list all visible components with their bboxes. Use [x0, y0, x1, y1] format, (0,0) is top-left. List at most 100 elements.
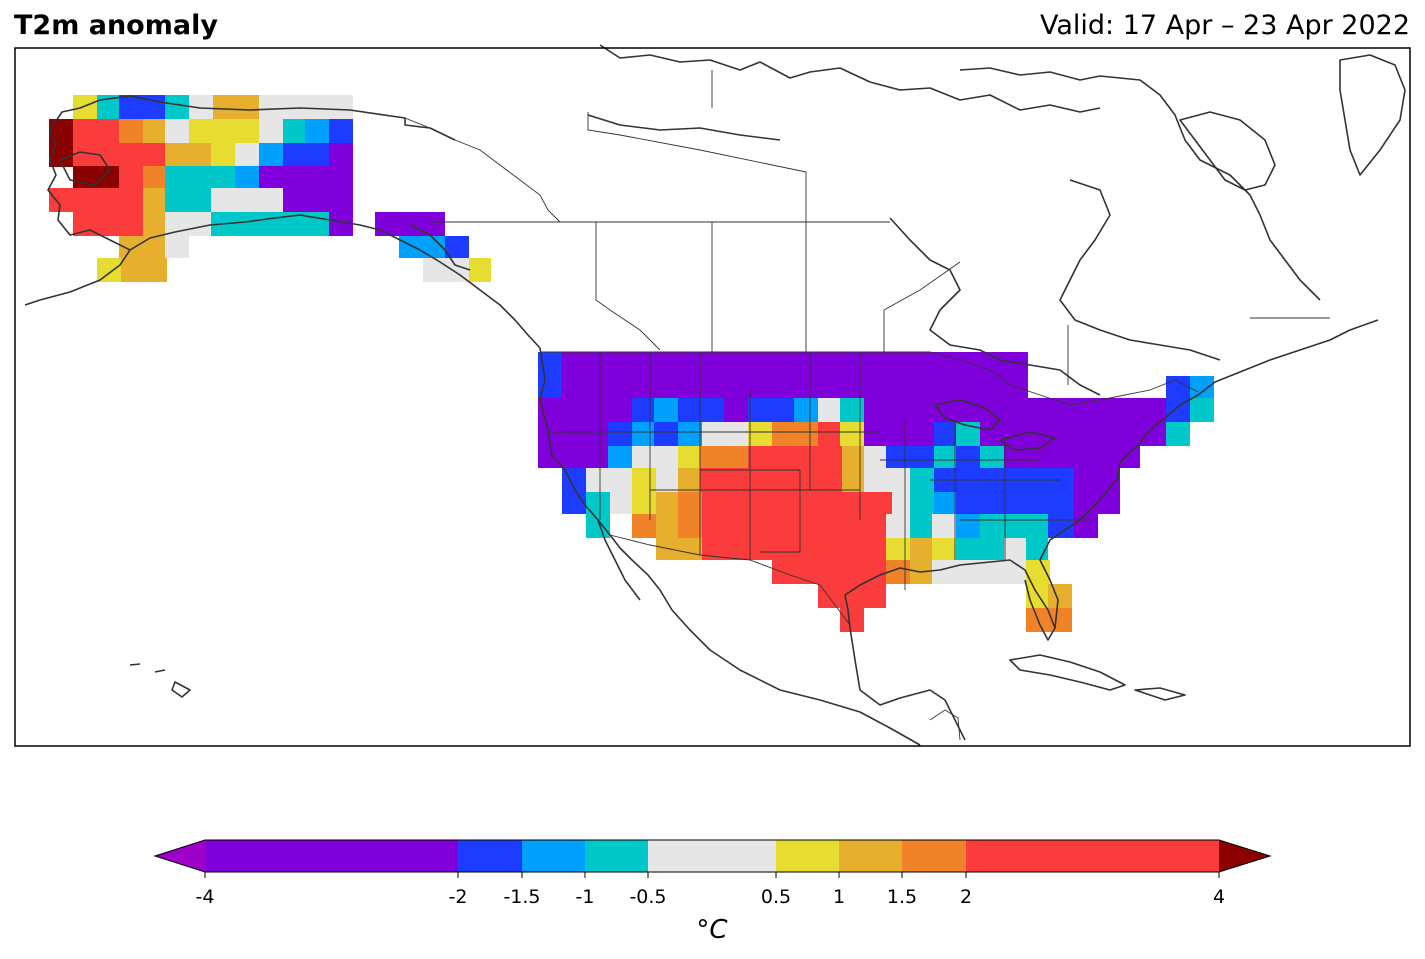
- anomaly-cell: [49, 188, 143, 212]
- colorbar-bin-3: [585, 840, 648, 872]
- anomaly-cell: [143, 212, 165, 236]
- anomaly-cell: [910, 514, 932, 538]
- anomaly-cell: [678, 492, 702, 514]
- anomaly-cell: [608, 422, 632, 446]
- colorbar-tick-label: 1.5: [887, 886, 917, 908]
- colorbar-bin-7: [902, 840, 966, 872]
- anomaly-cell: [283, 119, 305, 143]
- map-frame: [14, 47, 1411, 747]
- anomaly-grid: [49, 95, 1214, 632]
- anomaly-cell: [73, 119, 119, 143]
- anomaly-cell: [562, 376, 1028, 398]
- anomaly-cell: [892, 492, 910, 514]
- colorbar-tick-label: -0.5: [629, 886, 666, 908]
- anomaly-cell: [632, 468, 656, 492]
- colorbar-tick-label: -1.5: [503, 886, 540, 908]
- colorbar-over-triangle: [1219, 840, 1270, 872]
- anomaly-cell: [910, 538, 932, 560]
- anomaly-cell: [864, 446, 886, 468]
- anomaly-cell: [1074, 468, 1120, 492]
- anomaly-cell: [165, 95, 189, 119]
- anomaly-cell: [165, 166, 235, 188]
- colorbar-tick-label: 1: [833, 886, 845, 908]
- anomaly-cell: [818, 584, 886, 608]
- anomaly-cell: [259, 95, 353, 119]
- anomaly-cell: [283, 188, 329, 212]
- anomaly-cell: [562, 352, 1028, 376]
- anomaly-cell: [73, 143, 165, 167]
- anomaly-cell: [678, 398, 702, 422]
- colorbar-bin-8: [966, 840, 1219, 872]
- anomaly-cell: [49, 119, 73, 143]
- anomaly-cell: [538, 398, 632, 422]
- coastlines: [24, 44, 1406, 746]
- anomaly-cell: [165, 236, 189, 258]
- anomaly-cell: [818, 422, 840, 446]
- anomaly-cell: [842, 446, 864, 468]
- anomaly-cell: [702, 492, 892, 514]
- colorbar-bins: [205, 840, 1219, 872]
- anomaly-cell: [189, 119, 259, 143]
- anomaly-cell: [864, 398, 1076, 422]
- anomaly-cell: [956, 538, 1004, 560]
- colorbar-under-triangle: [155, 840, 205, 872]
- anomaly-cell: [934, 492, 956, 514]
- anomaly-cell: [1166, 422, 1190, 446]
- anomaly-cell: [1074, 514, 1098, 538]
- anomaly-cell: [1190, 376, 1214, 398]
- anomaly-cell: [119, 119, 143, 143]
- anomaly-cell: [375, 212, 445, 236]
- anomaly-cell: [732, 538, 886, 560]
- anomaly-cell: [700, 468, 842, 492]
- anomaly-cell: [143, 166, 165, 188]
- colorbar: -4 -2 -1.5 -1 -0.5 0.5 1 1.5 2 4 °C: [153, 839, 1272, 945]
- anomaly-cell: [259, 143, 283, 167]
- colorbar-tick-label: -2: [449, 886, 468, 908]
- anomaly-cell: [654, 398, 678, 422]
- valid-date-range: Valid: 17 Apr – 23 Apr 2022: [1040, 10, 1410, 41]
- anomaly-cell: [632, 492, 656, 514]
- colorbar-tick-label: 4: [1213, 886, 1225, 908]
- anomaly-cell: [678, 514, 702, 538]
- anomaly-cell: [678, 468, 700, 492]
- anomaly-cell: [678, 446, 700, 468]
- anomaly-cell: [700, 446, 748, 468]
- anomaly-cell: [748, 398, 794, 422]
- anomaly-cell: [956, 514, 980, 538]
- colorbar-bin-2: [522, 840, 585, 872]
- anomaly-cell: [73, 95, 97, 119]
- anomaly-cell: [632, 398, 654, 422]
- anomaly-cell: [980, 446, 1004, 468]
- anomaly-cell: [934, 446, 956, 468]
- anomaly-cell: [656, 538, 702, 560]
- anomaly-cell: [1026, 492, 1074, 514]
- anomaly-cell: [423, 258, 445, 282]
- anomaly-cell: [702, 422, 748, 446]
- anomaly-cell: [632, 446, 678, 468]
- anomaly-cell: [165, 188, 211, 212]
- anomaly-cell: [632, 514, 656, 538]
- anomaly-cell: [932, 514, 956, 538]
- anomaly-cell: [702, 538, 732, 560]
- anomaly-cell: [538, 446, 608, 468]
- anomaly-cell: [235, 143, 259, 167]
- anomaly-cell: [305, 119, 329, 143]
- anomaly-cell: [818, 398, 840, 422]
- colorbar-bin-6: [839, 840, 902, 872]
- colorbar-bin-1: [458, 840, 522, 872]
- anomaly-cell: [608, 446, 632, 468]
- anomaly-cell: [794, 398, 818, 422]
- anomaly-cell: [772, 560, 886, 584]
- anomaly-cell: [119, 166, 143, 188]
- anomaly-cell: [329, 119, 353, 143]
- anomaly-cell: [886, 514, 910, 538]
- anomaly-cell: [864, 422, 934, 446]
- anomaly-cell: [165, 143, 211, 167]
- anomaly-cell: [283, 143, 329, 167]
- anomaly-cell: [235, 188, 283, 212]
- colorbar-bin-0: [205, 840, 458, 872]
- anomaly-cell: [445, 236, 469, 258]
- anomaly-cell: [656, 514, 678, 538]
- anomaly-cell: [469, 258, 491, 282]
- anomaly-cell: [886, 538, 910, 560]
